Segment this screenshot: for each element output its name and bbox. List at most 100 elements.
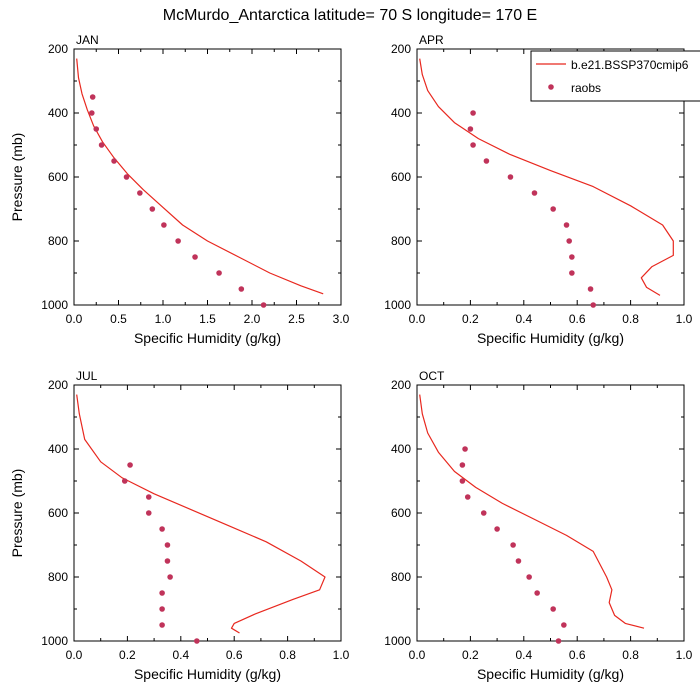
raobs-point [569,270,575,276]
raobs-point [526,574,532,580]
x-tick-label: 3.0 [333,312,350,326]
y-tick-label: 1000 [41,298,68,312]
legend-box [530,50,700,102]
x-tick-label: 1.0 [676,312,693,326]
raobs-point [159,526,165,532]
raobs-point [159,622,165,628]
panel-label: JAN [76,33,99,47]
raobs-point [260,302,267,308]
panel-jan: 0.0 0.5 1.0 1.5 2.0 2.5 3.0 200 400 600 800 1000 JAN… [9,33,350,346]
raobs-point [175,238,181,244]
panel-jul: 0.0 0.2 0.4 0.6 0.8 1.0 200 400 600 800 1000 JUL Spe… [9,369,350,682]
model-profile-line [76,58,324,295]
panel-apr: 0.0 0.2 0.4 0.6 0.8 1.0 200 400 600 800 1000 APR Spe… [384,33,692,346]
x-tick-label: 0.6 [569,312,586,326]
panel-oct: 0.0 0.2 0.4 0.6 0.8 1.0 200 400 600 800 1000 OCT Spe… [384,369,692,682]
x-tick-label: 1.0 [676,648,693,662]
panel-label: OCT [419,369,445,383]
x-axis-label: Specific Humidity (g/kg) [134,330,281,346]
x-tick-label: 0.4 [515,312,532,326]
x-axis-label: Specific Humidity (g/kg) [134,666,281,682]
y-tick-label: 200 [48,42,68,56]
y-tick-label: 600 [391,170,411,184]
raobs-point [480,510,487,516]
raobs-point [89,94,96,100]
y-tick-label: 1000 [384,298,411,312]
figure-title: McMurdo_Antarctica latitude= 70 S longit… [163,7,537,24]
raobs-point [483,158,490,164]
raobs-point [238,286,245,292]
raobs-point [137,190,143,196]
y-tick-label: 800 [391,234,411,248]
raobs-point [587,286,594,292]
x-tick-label: 0.2 [119,648,136,662]
x-axis-label: Specific Humidity (g/kg) [477,330,624,346]
x-tick-label: 0.8 [622,648,639,662]
x-tick-label: 0.0 [409,648,426,662]
raobs-point [111,158,117,164]
raobs-point [161,222,167,228]
raobs-point [123,174,130,180]
y-tick-label: 400 [48,106,68,120]
x-tick-label: 1.0 [333,648,350,662]
raobs-point [550,206,556,212]
x-tick-label: 0.8 [279,648,296,662]
x-tick-label: 1.5 [199,312,216,326]
raobs-point [164,558,171,564]
y-tick-label: 1000 [41,634,68,648]
raobs-point [494,526,500,532]
raobs-point [164,542,171,548]
raobs-point [127,462,133,468]
raobs-point [534,590,540,596]
raobs-point [98,142,105,148]
raobs-point [510,542,516,548]
y-tick-label: 400 [391,442,411,456]
raobs-point [470,142,476,148]
raobs-point [459,462,466,468]
raobs-point [462,446,468,452]
y-tick-label: 400 [391,106,411,120]
panel-label: JUL [76,369,98,383]
raobs-point [464,494,471,500]
x-tick-label: 0.5 [110,312,127,326]
raobs-point [121,478,128,484]
raobs-point [555,638,562,644]
y-tick-label: 1000 [384,634,411,648]
y-tick-label: 600 [48,506,68,520]
raobs-point [459,478,466,484]
raobs-point [149,206,156,212]
x-tick-label: 0.2 [462,312,479,326]
y-tick-label: 800 [48,570,68,584]
x-tick-label: 0.4 [172,648,189,662]
raobs-point [590,302,597,308]
model-profile-line [76,394,326,634]
x-tick-label: 0.2 [462,648,479,662]
raobs-point [145,494,152,500]
legend-obs-label: raobs [571,81,601,95]
x-tick-label: 0.0 [66,648,83,662]
raobs-point [167,574,173,580]
raobs-point [159,606,165,612]
x-tick-label: 0.8 [622,312,639,326]
raobs-point [550,606,556,612]
raobs-point [566,238,572,244]
raobs-point [531,190,538,196]
y-tick-label: 400 [48,442,68,456]
y-tick-label: 800 [48,234,68,248]
raobs-point [467,126,474,132]
raobs-point [93,126,100,132]
raobs-point [89,110,95,116]
raobs-point [159,590,165,596]
x-tick-label: 0.6 [226,648,243,662]
raobs-point [470,110,476,116]
x-tick-label: 0.0 [66,312,83,326]
y-tick-label: 200 [48,378,68,392]
x-tick-label: 2.5 [288,312,305,326]
raobs-point [569,254,575,260]
y-tick-label: 600 [48,170,68,184]
model-profile-line [419,58,674,296]
raobs-point [194,638,200,644]
plot-frame [416,384,685,642]
x-tick-label: 0.6 [569,648,586,662]
raobs-point [216,270,222,276]
